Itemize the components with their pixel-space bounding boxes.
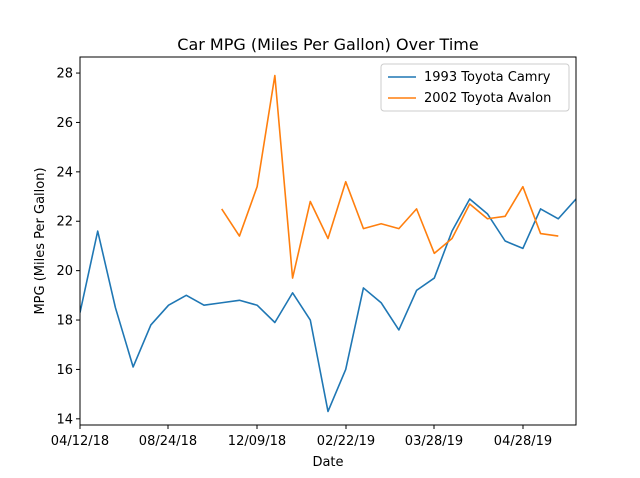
chart-title: Car MPG (Miles Per Gallon) Over Time [177, 35, 478, 54]
x-tick-label: 08/24/18 [139, 434, 197, 449]
y-tick-label: 26 [56, 116, 73, 131]
series-line-avalon [221, 74, 559, 279]
x-tick-label: 12/09/18 [228, 434, 286, 449]
y-tick-label: 16 [56, 363, 73, 378]
y-tick-label: 22 [56, 215, 73, 230]
x-tick-label: 04/12/18 [51, 434, 109, 449]
plot-background [80, 57, 576, 425]
x-tick-label: 02/22/19 [317, 434, 375, 449]
y-tick-label: 18 [56, 314, 73, 329]
legend-label-avalon: 2002 Toyota Avalon [424, 91, 551, 106]
x-tick-label: 04/28/19 [494, 434, 552, 449]
y-tick-label: 28 [56, 67, 73, 82]
series-layer [80, 74, 576, 413]
plot-frame [79, 56, 577, 426]
x-tick-label: 03/28/19 [405, 434, 463, 449]
y-axis: 14 16 18 20 22 24 26 28 [56, 67, 80, 427]
x-axis-title: Date [312, 455, 343, 470]
y-tick-label: 24 [56, 165, 73, 180]
y-axis-title: MPG (Miles Per Gallon) [33, 167, 48, 314]
legend: 1993 Toyota Camry 2002 Toyota Avalon [380, 63, 570, 112]
x-axis: 04/12/18 08/24/18 12/09/18 02/22/19 03/28/19… [51, 425, 552, 449]
y-tick-label: 14 [56, 412, 73, 427]
plot-area [79, 56, 577, 426]
y-tick-label: 20 [56, 264, 73, 279]
legend-box [380, 63, 570, 112]
legend-label-camry: 1993 Toyota Camry [424, 70, 551, 85]
series-line-camry [80, 198, 576, 413]
